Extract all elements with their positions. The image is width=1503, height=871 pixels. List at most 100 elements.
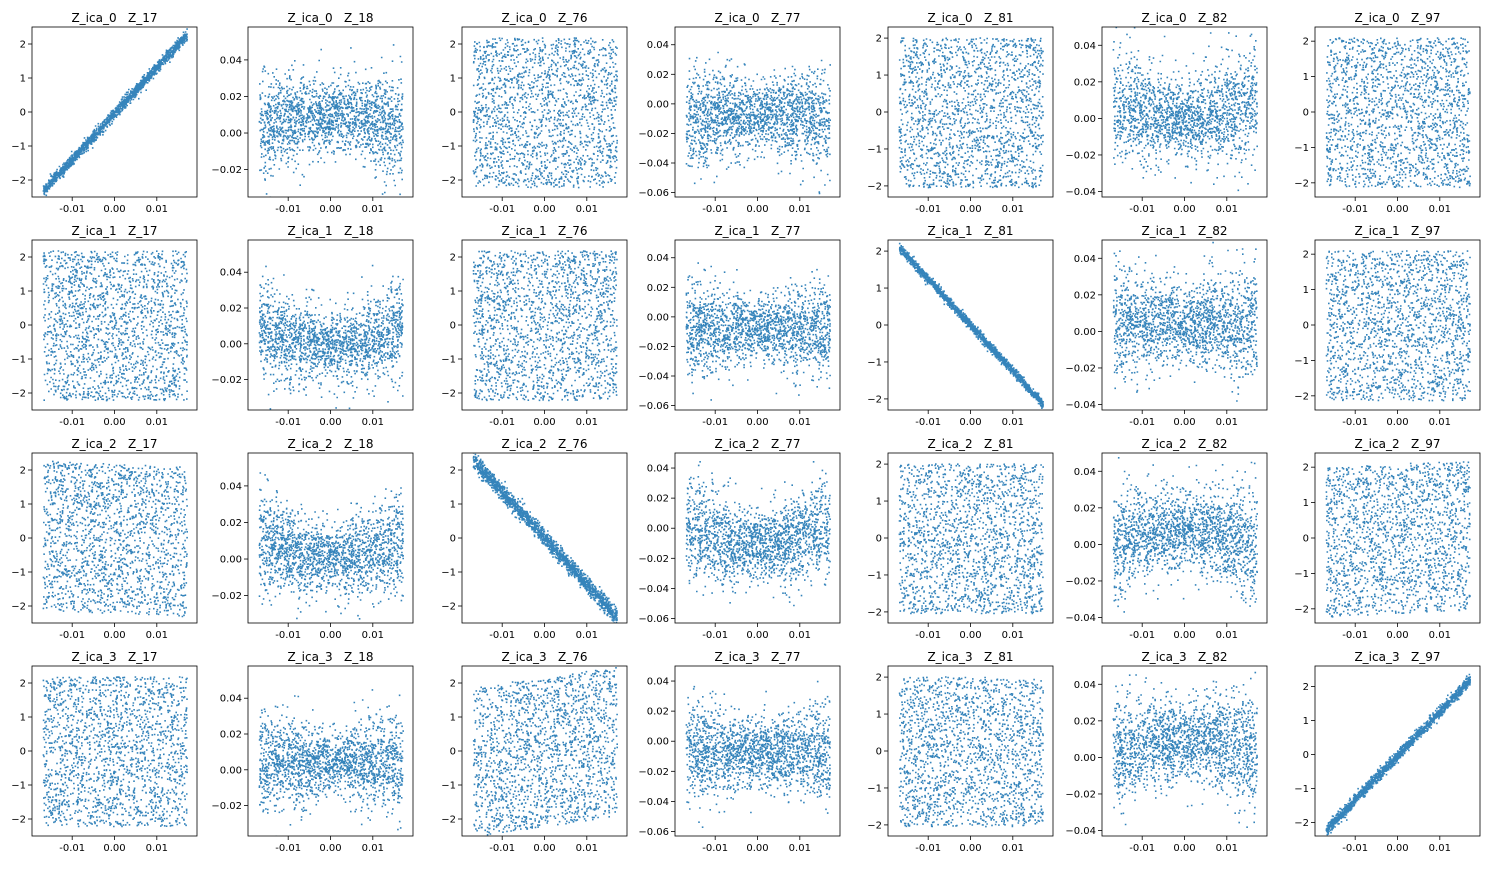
x-tick-label: 0.01 xyxy=(1216,630,1238,641)
y-tick-label: 0.04 xyxy=(647,464,669,475)
scatter-points xyxy=(1112,241,1258,402)
x-tick-label: 0.00 xyxy=(959,630,981,641)
scatter-points xyxy=(1112,671,1258,828)
x-tick-label: 0.01 xyxy=(789,417,811,428)
x-tick-label: 0.00 xyxy=(319,843,341,854)
scatter-marks xyxy=(1325,37,1471,189)
panel-title: Z_ica_2 Z_18 xyxy=(287,437,373,451)
y-tick-label: 0.04 xyxy=(1074,41,1096,52)
y-tick-label: 1 xyxy=(1303,716,1309,727)
y-tick-label: −2 xyxy=(1294,391,1309,402)
x-tick-label: 0.00 xyxy=(319,417,341,428)
y-tick-label: 1 xyxy=(450,287,456,298)
scatter-panel: -0.01 0.00 0.01 −0.02 0.00 0.02 0.04 Z_ica_1 Z_… xyxy=(211,224,414,428)
x-tick-label: 0.01 xyxy=(362,204,384,215)
scatter-panel: -0.01 0.00 0.01 −2 −1 0 1 2 Z_ica_2 Z_97 xyxy=(1294,437,1481,641)
x-tick-label: 0.00 xyxy=(1173,843,1195,854)
scatter-panel: -0.01 0.00 0.01 −0.02 0.00 0.02 0.04 Z_ica_2 Z_… xyxy=(211,437,414,641)
scatter-panel: -0.01 0.00 0.01 −0.04 −0.02 0.00 0.02 0.04 Z_ica… xyxy=(1065,224,1268,428)
y-tick-label: 2 xyxy=(876,460,882,471)
y-tick-label: −0.02 xyxy=(638,342,669,353)
scatter-panel: -0.01 0.00 0.01 −2 −1 0 1 2 Z_ica_3 Z_17 xyxy=(11,650,198,854)
x-tick-label: 0.01 xyxy=(1429,204,1451,215)
y-tick-label: 2 xyxy=(876,673,882,684)
y-tick-label: 0.02 xyxy=(1074,716,1096,727)
y-tick-label: −0.04 xyxy=(1065,187,1096,198)
panel-title: Z_ica_1 Z_76 xyxy=(501,224,587,238)
y-tick-label: −2 xyxy=(867,607,882,618)
x-tick-label: -0.01 xyxy=(702,204,728,215)
panel-title: Z_ica_1 Z_81 xyxy=(927,224,1013,238)
x-tick-label: 0.00 xyxy=(959,417,981,428)
panel-title: Z_ica_3 Z_18 xyxy=(287,650,373,664)
scatter-marks xyxy=(258,472,404,620)
panel-title: Z_ica_0 Z_82 xyxy=(1141,11,1227,25)
y-tick-label: 0 xyxy=(20,321,26,332)
panel-title: Z_ica_3 Z_82 xyxy=(1141,650,1227,664)
x-tick-label: 0.01 xyxy=(789,843,811,854)
x-tick-label: 0.00 xyxy=(959,843,981,854)
scatter-panel: -0.01 0.00 0.01 −2 −1 0 1 2 Z_ica_3 Z_76 xyxy=(441,650,628,854)
y-tick-label: −1 xyxy=(441,781,456,792)
scatter-points xyxy=(1325,461,1471,618)
y-tick-label: 1 xyxy=(20,500,26,511)
y-tick-label: 0.02 xyxy=(1074,503,1096,514)
y-tick-label: −2 xyxy=(441,815,456,826)
y-tick-label: 0 xyxy=(450,747,456,758)
x-tick-label: -0.01 xyxy=(275,417,301,428)
x-tick-label: 0.00 xyxy=(1386,204,1408,215)
x-tick-label: -0.01 xyxy=(915,630,941,641)
x-tick-label: -0.01 xyxy=(59,630,85,641)
scatter-panel: -0.01 0.00 0.01 −2 −1 0 1 2 Z_ica_0 Z_97 xyxy=(1294,11,1481,215)
scatter-marks xyxy=(42,676,188,828)
y-tick-label: 0.00 xyxy=(220,765,242,776)
y-tick-label: 0.02 xyxy=(647,283,669,294)
y-tick-label: −1 xyxy=(11,568,26,579)
x-tick-label: -0.01 xyxy=(489,843,515,854)
y-tick-label: −1 xyxy=(441,355,456,366)
scatter-panel: -0.01 0.00 0.01 −2 −1 0 1 2 Z_ica_2 Z_81 xyxy=(867,437,1054,641)
y-tick-label: 0.02 xyxy=(1074,77,1096,88)
scatter-points xyxy=(685,461,831,607)
x-tick-label: 0.01 xyxy=(1002,204,1024,215)
y-tick-label: −0.04 xyxy=(1065,613,1096,624)
x-tick-label: -0.01 xyxy=(1129,843,1155,854)
x-tick-label: 0.01 xyxy=(789,630,811,641)
y-tick-label: 0 xyxy=(876,534,882,545)
y-tick-label: −1 xyxy=(441,568,456,579)
x-tick-label: 0.01 xyxy=(362,417,384,428)
scatter-points xyxy=(42,28,188,197)
y-tick-label: −2 xyxy=(11,602,26,613)
y-tick-label: 0 xyxy=(1303,321,1309,332)
x-tick-label: 0.01 xyxy=(146,204,168,215)
scatter-panel: -0.01 0.00 0.01 −2 −1 0 1 2 Z_ica_1 Z_81 xyxy=(867,224,1054,428)
y-tick-label: −0.02 xyxy=(1065,789,1096,800)
scatter-panel: -0.01 0.00 0.01 −0.06 −0.04 −0.02 0.00 0.02 0.04… xyxy=(638,650,841,854)
x-tick-label: -0.01 xyxy=(1129,630,1155,641)
x-tick-label: 0.00 xyxy=(319,204,341,215)
y-tick-label: 1 xyxy=(20,713,26,724)
panel-title: Z_ica_1 Z_82 xyxy=(1141,224,1227,238)
x-tick-label: -0.01 xyxy=(702,417,728,428)
y-tick-label: −2 xyxy=(441,602,456,613)
x-tick-label: -0.01 xyxy=(275,843,301,854)
y-tick-label: 0.04 xyxy=(647,253,669,264)
panel-title: Z_ica_3 Z_97 xyxy=(1354,650,1440,664)
y-tick-label: 0 xyxy=(20,108,26,119)
x-tick-label: 0.00 xyxy=(103,630,125,641)
x-tick-label: 0.01 xyxy=(1429,417,1451,428)
x-tick-label: -0.01 xyxy=(915,204,941,215)
scatter-marks xyxy=(898,676,1044,828)
y-tick-label: 0 xyxy=(450,108,456,119)
scatter-marks xyxy=(472,453,618,623)
y-tick-label: 1 xyxy=(876,710,882,721)
y-tick-label: 1 xyxy=(876,497,882,508)
x-tick-label: -0.01 xyxy=(59,204,85,215)
x-tick-label: 0.00 xyxy=(533,417,555,428)
y-tick-label: 1 xyxy=(1303,285,1309,296)
x-tick-label: 0.00 xyxy=(1386,417,1408,428)
y-tick-label: 2 xyxy=(1303,37,1309,48)
y-tick-label: 0.04 xyxy=(220,481,242,492)
y-tick-label: −1 xyxy=(867,570,882,581)
panel-title: Z_ica_3 Z_17 xyxy=(71,650,157,664)
